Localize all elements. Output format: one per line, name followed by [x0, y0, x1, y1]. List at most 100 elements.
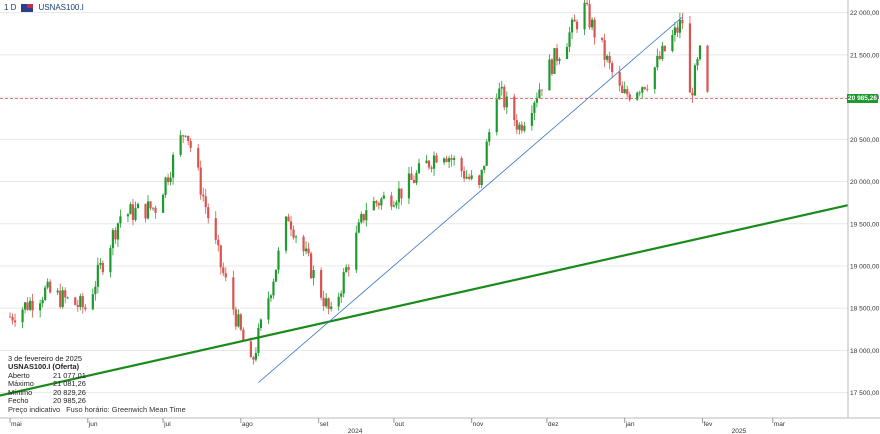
candle-body: [184, 135, 187, 137]
candle-body: [590, 19, 594, 28]
candle-body: [533, 102, 536, 113]
candle-body: [520, 124, 523, 131]
candle-body: [322, 297, 325, 307]
us-flag-icon: [21, 3, 34, 12]
candle-body: [172, 154, 175, 178]
year-label: 2024: [348, 428, 363, 434]
tooltip-value: 20 829,26: [53, 387, 86, 397]
candle-body: [202, 194, 205, 197]
candle-body: [400, 188, 403, 199]
candle-body: [8, 316, 12, 318]
y-tick-label: 19 500,00: [850, 221, 880, 228]
candle-body: [277, 250, 280, 270]
candle-body: [320, 270, 323, 298]
candle-body: [453, 158, 456, 160]
x-tick-label: ago: [242, 421, 253, 428]
candle-body: [340, 293, 343, 297]
candle-body: [641, 87, 644, 93]
candle-body: [415, 173, 418, 183]
candle-body: [249, 341, 252, 358]
candle-body: [500, 86, 503, 89]
candle-body: [254, 352, 258, 360]
candle-body: [284, 216, 288, 251]
candle-body: [330, 306, 333, 309]
candle-body: [663, 45, 666, 52]
chart-grid: [0, 12, 848, 394]
candle-body: [447, 158, 451, 162]
candle-body: [495, 99, 498, 133]
candle-body: [470, 175, 473, 179]
candle-body: [626, 89, 629, 95]
candle-body: [646, 89, 649, 90]
candle-body: [636, 92, 639, 100]
candle-body: [146, 201, 150, 219]
candle-body: [327, 298, 330, 309]
candle-body: [79, 296, 82, 307]
y-tick-label: 20 500,00: [850, 137, 880, 144]
candle-body: [197, 147, 200, 168]
candle-body: [382, 195, 385, 199]
candle-body: [56, 290, 59, 293]
candle-body: [13, 320, 17, 323]
candle-body: [706, 45, 709, 92]
tooltip-row-low: Mínimo 20 829,26: [8, 387, 186, 397]
candle-body: [119, 216, 122, 224]
x-tick-label: set: [320, 421, 329, 428]
candle-body: [553, 48, 556, 74]
candle-body: [345, 267, 348, 273]
candle-body: [558, 59, 561, 61]
candle-body: [224, 273, 227, 278]
candle-body: [450, 158, 453, 160]
candle-body: [365, 210, 368, 221]
candle-body: [483, 165, 486, 170]
candle-body: [407, 173, 411, 199]
x-tick-label: mar: [774, 421, 786, 428]
candle-body: [693, 65, 697, 96]
candle-body: [269, 295, 273, 299]
candle-body: [661, 45, 664, 60]
candle-body: [515, 120, 518, 130]
y-tick-label: 18 000,00: [850, 348, 880, 355]
candle-body: [606, 55, 609, 60]
year-label: 2025: [732, 428, 747, 434]
candle-body: [310, 253, 313, 279]
candle-body: [11, 316, 14, 321]
candle-body: [74, 297, 77, 306]
candle-body: [204, 196, 207, 208]
candle-body: [653, 67, 656, 90]
candle-body: [480, 169, 483, 185]
candle-body: [688, 23, 692, 93]
candle-body: [530, 112, 533, 126]
candle-body: [673, 27, 676, 35]
candle-body: [274, 269, 278, 282]
trendlines[interactable]: [0, 16, 849, 400]
candle-body: [538, 89, 541, 98]
candle-body: [478, 175, 481, 185]
candle-body: [503, 86, 506, 108]
candle-body: [696, 59, 699, 66]
candle-body: [151, 207, 155, 209]
y-tick-label: 18 500,00: [850, 306, 880, 313]
candle-body: [26, 302, 29, 310]
candle-body: [239, 314, 242, 330]
tooltip-label: Fecho: [8, 396, 29, 406]
tooltip-value: 20 985,26: [53, 396, 86, 406]
candle-body: [698, 45, 702, 60]
x-tick-label: dez: [548, 421, 559, 428]
candle-body: [232, 277, 235, 310]
candle-body: [134, 208, 137, 220]
candle-body: [585, 2, 589, 5]
symbol-label[interactable]: USNAS100.I: [38, 3, 84, 12]
candle-body: [575, 21, 579, 30]
candle-body: [498, 88, 501, 100]
timeframe-label[interactable]: 1 D: [4, 3, 17, 12]
candle-body: [161, 194, 165, 213]
candle-body: [488, 132, 491, 142]
candle-body: [671, 34, 674, 52]
candle-body: [39, 303, 42, 311]
candle-body: [101, 262, 104, 273]
candle-body: [31, 300, 34, 311]
candle-body: [397, 188, 401, 203]
candle-body: [468, 176, 471, 179]
